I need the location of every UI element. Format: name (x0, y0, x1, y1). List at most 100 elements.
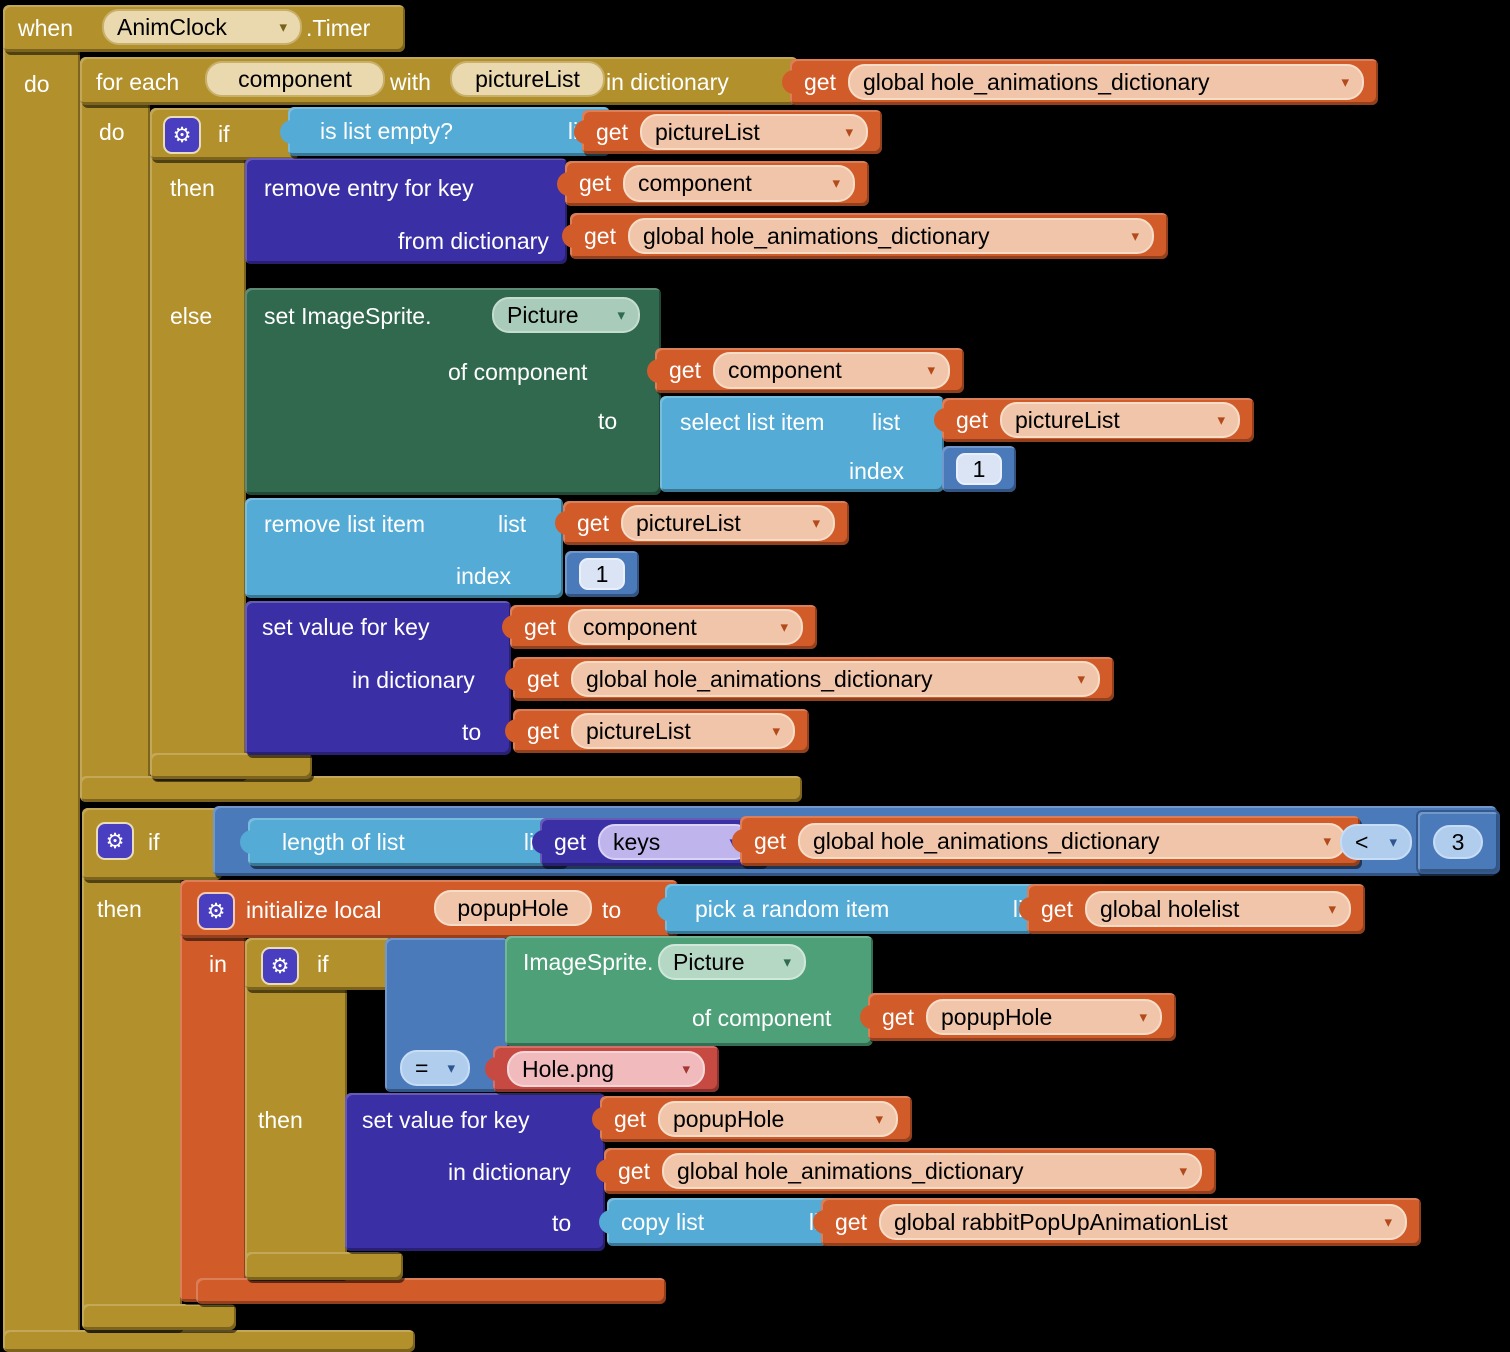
set-value-for-key-block-2[interactable] (345, 1093, 605, 1251)
is-list-empty-block[interactable]: is list empty? list (280, 107, 610, 156)
mutator-gear-icon[interactable]: ⚙ (163, 116, 201, 154)
copy-list-block[interactable]: copy list list (599, 1198, 851, 1246)
get-keyword: get (527, 665, 559, 692)
variable-name: popupHole (672, 1105, 785, 1132)
number-block-index-1[interactable]: 1 (942, 446, 1016, 492)
if2-then-label: then (97, 896, 142, 922)
number-value[interactable]: 1 (579, 557, 625, 591)
when-component-dropdown[interactable]: AnimClock ▾ (102, 9, 302, 46)
pick-random-item-label: pick a random item (695, 895, 890, 922)
get-keyword: get (804, 68, 836, 95)
get-picturelist-block-4[interactable]: get pictureList ▾ (505, 709, 809, 753)
keys-dropdown[interactable]: keys ▾ (597, 823, 752, 861)
get-global-hole-animations-dictionary-block-1[interactable]: get global hole_animations_dictionary ▾ (782, 59, 1378, 105)
when-keyword: when (18, 15, 73, 41)
initlocal-in-label: in (209, 951, 227, 977)
variable-dropdown[interactable]: component ▾ (712, 352, 950, 389)
number-block-index-1b[interactable]: 1 (565, 551, 639, 597)
remove-entry-label: remove entry for key (264, 175, 474, 201)
index-label: index (456, 563, 511, 589)
select-list-item-block[interactable] (660, 396, 944, 492)
if1-keyword: if (218, 121, 230, 147)
get-component-block-3[interactable]: get component ▾ (502, 605, 817, 649)
get-global-hole-animations-dictionary-block-5[interactable]: get global hole_animations_dictionary ▾ (596, 1148, 1216, 1194)
variable-dropdown[interactable]: popupHole ▾ (925, 998, 1162, 1036)
pick-random-item-block[interactable]: pick a random item list (657, 884, 1055, 934)
foreach-with-label: with (390, 69, 431, 95)
property-dropdown[interactable]: Picture ▾ (658, 944, 806, 981)
foreach-item-var-field[interactable]: component (205, 61, 385, 98)
mutator-gear-icon[interactable]: ⚙ (261, 947, 299, 985)
variable-dropdown[interactable]: global holelist ▾ (1084, 890, 1351, 928)
initialize-local-block-header[interactable] (180, 880, 678, 938)
mutator-gear-icon[interactable]: ⚙ (197, 892, 235, 930)
get-picturelist-block-2[interactable]: get pictureList ▾ (934, 398, 1254, 442)
get-global-hole-animations-dictionary-block-3[interactable]: get global hole_animations_dictionary ▾ (505, 657, 1114, 701)
if1-block-spine (150, 108, 246, 778)
hole-png-helper-block[interactable]: Hole.png ▾ (485, 1046, 719, 1092)
property-name: Picture (507, 302, 579, 328)
variable-dropdown[interactable]: component ▾ (622, 165, 855, 202)
variable-dropdown[interactable]: pictureList ▾ (620, 504, 835, 542)
dropdown-arrow-icon: ▾ (1323, 832, 1331, 850)
get-global-holelist-block[interactable]: get global holelist ▾ (1019, 884, 1365, 934)
variable-dropdown[interactable]: global hole_animations_dictionary ▾ (627, 217, 1154, 255)
of-component-label: of component (448, 359, 588, 385)
remove-list-item-block[interactable] (245, 498, 563, 598)
mutator-gear-icon[interactable]: ⚙ (96, 822, 134, 860)
variable-dropdown[interactable]: global hole_animations_dictionary ▾ (847, 63, 1364, 101)
foreach-block-header[interactable] (80, 57, 798, 105)
dropdown-arrow-icon: ▾ (1139, 1008, 1147, 1026)
get-keyword: get (524, 613, 556, 640)
variable-name: global hole_animations_dictionary (585, 665, 933, 692)
variable-name: pictureList (654, 118, 760, 145)
get-global-hole-animations-dictionary-block-4[interactable]: get global hole_animations_dictionary ▾ (732, 816, 1360, 866)
get-keys-block[interactable]: get keys ▾ (532, 818, 766, 866)
get-popuphole-block-2[interactable]: get popupHole ▾ (592, 1096, 912, 1142)
number-value[interactable]: 1 (956, 452, 1002, 486)
get-keyword: get (527, 717, 559, 744)
get-component-block-1[interactable]: get component ▾ (557, 161, 869, 206)
variable-dropdown[interactable]: global hole_animations_dictionary ▾ (570, 660, 1100, 698)
get-popuphole-block-1[interactable]: get popupHole ▾ (860, 993, 1176, 1041)
length-of-list-block[interactable]: length of list list (240, 818, 566, 866)
if3-block-spine (245, 938, 347, 1278)
get-keyword: get (579, 170, 611, 196)
get-component-block-2[interactable]: get component ▾ (647, 348, 964, 393)
variable-dropdown[interactable]: component ▾ (567, 608, 803, 646)
get-keyword: get (882, 1003, 914, 1030)
variable-dropdown[interactable]: popupHole ▾ (657, 1100, 898, 1138)
initlocal-block-spine (180, 880, 246, 1302)
foreach-list-var-field[interactable]: pictureList (450, 61, 605, 98)
operator-value: < (1355, 829, 1369, 855)
number-value[interactable]: 3 (1433, 824, 1483, 860)
variable-dropdown[interactable]: pictureList ▾ (570, 712, 795, 750)
variable-dropdown[interactable]: global hole_animations_dictionary ▾ (661, 1152, 1202, 1190)
variable-dropdown[interactable]: global hole_animations_dictionary ▾ (797, 822, 1346, 860)
copy-list-label: copy list (621, 1208, 705, 1235)
get-keyword: get (618, 1157, 650, 1184)
comparison-operator-dropdown[interactable]: = ▾ (400, 1050, 470, 1087)
remove-entry-for-key-block[interactable] (245, 158, 567, 264)
get-global-hole-animations-dictionary-block-2[interactable]: get global hole_animations_dictionary ▾ (562, 213, 1168, 259)
dropdown-arrow-icon: ▾ (682, 1060, 690, 1078)
get-picturelist-block-3[interactable]: get pictureList ▾ (555, 501, 849, 545)
to-label: to (462, 719, 482, 745)
get-keyword: get (1041, 895, 1073, 922)
dropdown-arrow-icon: ▾ (772, 722, 780, 740)
number-block-3[interactable]: 3 (1416, 810, 1500, 874)
comparison-operator-dropdown[interactable]: < ▾ (1340, 824, 1412, 861)
get-picturelist-block-1[interactable]: get pictureList ▾ (574, 110, 882, 154)
local-var-name-field[interactable]: popupHole (434, 890, 592, 927)
property-dropdown[interactable]: Picture ▾ (492, 297, 640, 334)
get-global-rabbitpopupanimationlist-block[interactable]: get global rabbitPopUpAnimationList ▾ (813, 1198, 1421, 1246)
variable-dropdown[interactable]: pictureList ▾ (999, 401, 1240, 439)
when-component-value: AnimClock (117, 14, 227, 40)
dropdown-arrow-icon: ▾ (1389, 833, 1397, 851)
remove-list-item-label: remove list item (264, 511, 426, 537)
filename-dropdown[interactable]: Hole.png ▾ (507, 1050, 705, 1088)
set-value-for-key-block-1[interactable] (245, 601, 511, 755)
variable-dropdown[interactable]: pictureList ▾ (639, 113, 868, 151)
variable-dropdown[interactable]: global rabbitPopUpAnimationList ▾ (878, 1203, 1407, 1241)
